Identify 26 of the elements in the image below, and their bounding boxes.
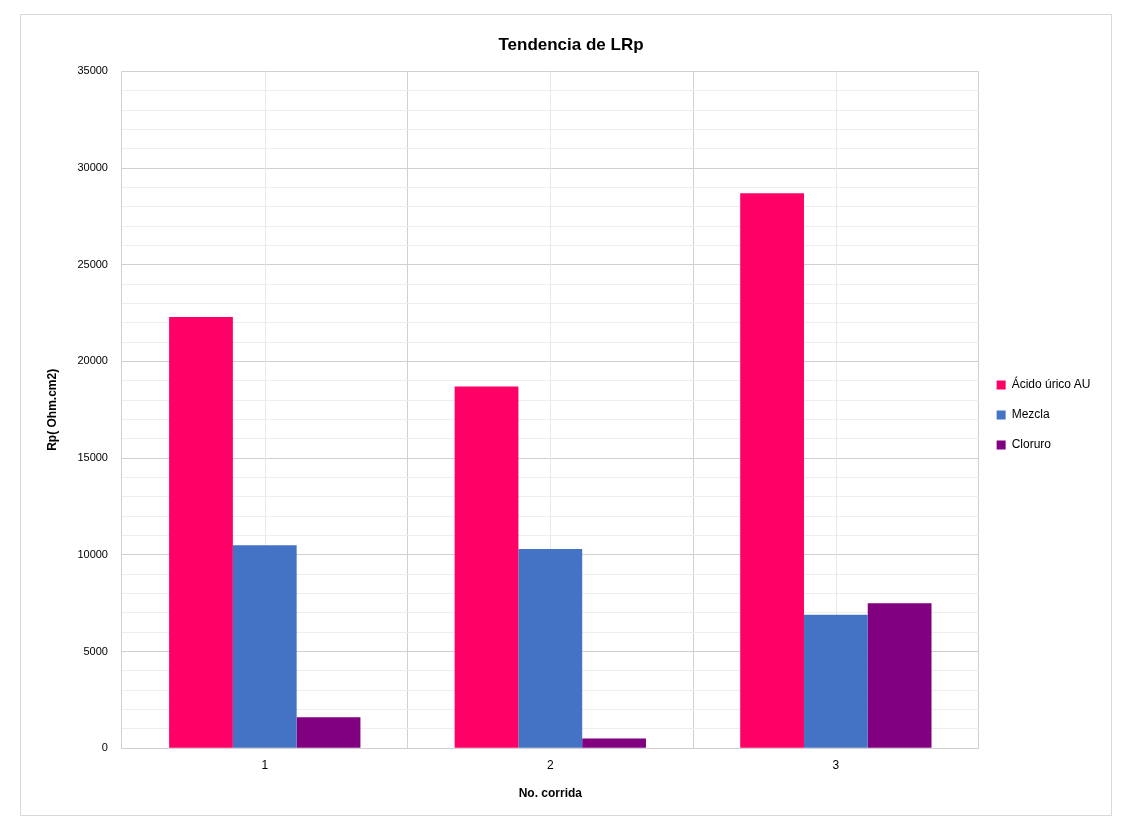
bar [169, 316, 233, 748]
legend-label: Mezcla [1011, 407, 1050, 422]
legend-label: Ácido úrico AU [1011, 376, 1091, 392]
bar [296, 717, 361, 748]
bar [582, 738, 646, 748]
y-tick-label: 35000 [77, 64, 108, 77]
chart-title: Tendencia de LRp [498, 34, 644, 54]
legend-label: Cloruro [1011, 437, 1052, 452]
bar [232, 545, 297, 748]
bar [518, 549, 583, 748]
x-axis-title: No. corrida [518, 786, 583, 801]
x-tick-label: 1 [261, 757, 269, 772]
y-tick-label: 30000 [77, 161, 108, 174]
bar [454, 386, 519, 748]
y-tick-label: 25000 [77, 257, 108, 270]
y-tick-label: 10000 [77, 547, 108, 560]
x-tick-label: 2 [546, 757, 554, 772]
y-axis-title: Rp( Ohm.cm2) [44, 368, 59, 451]
y-tick-label: 5000 [83, 644, 108, 657]
bar [803, 614, 868, 748]
y-tick-label: 15000 [77, 451, 108, 464]
bar [740, 193, 804, 748]
bar [867, 603, 932, 748]
y-tick-label: 0 [101, 741, 108, 754]
y-tick-label: 20000 [77, 354, 108, 367]
x-tick-label: 3 [832, 757, 840, 772]
